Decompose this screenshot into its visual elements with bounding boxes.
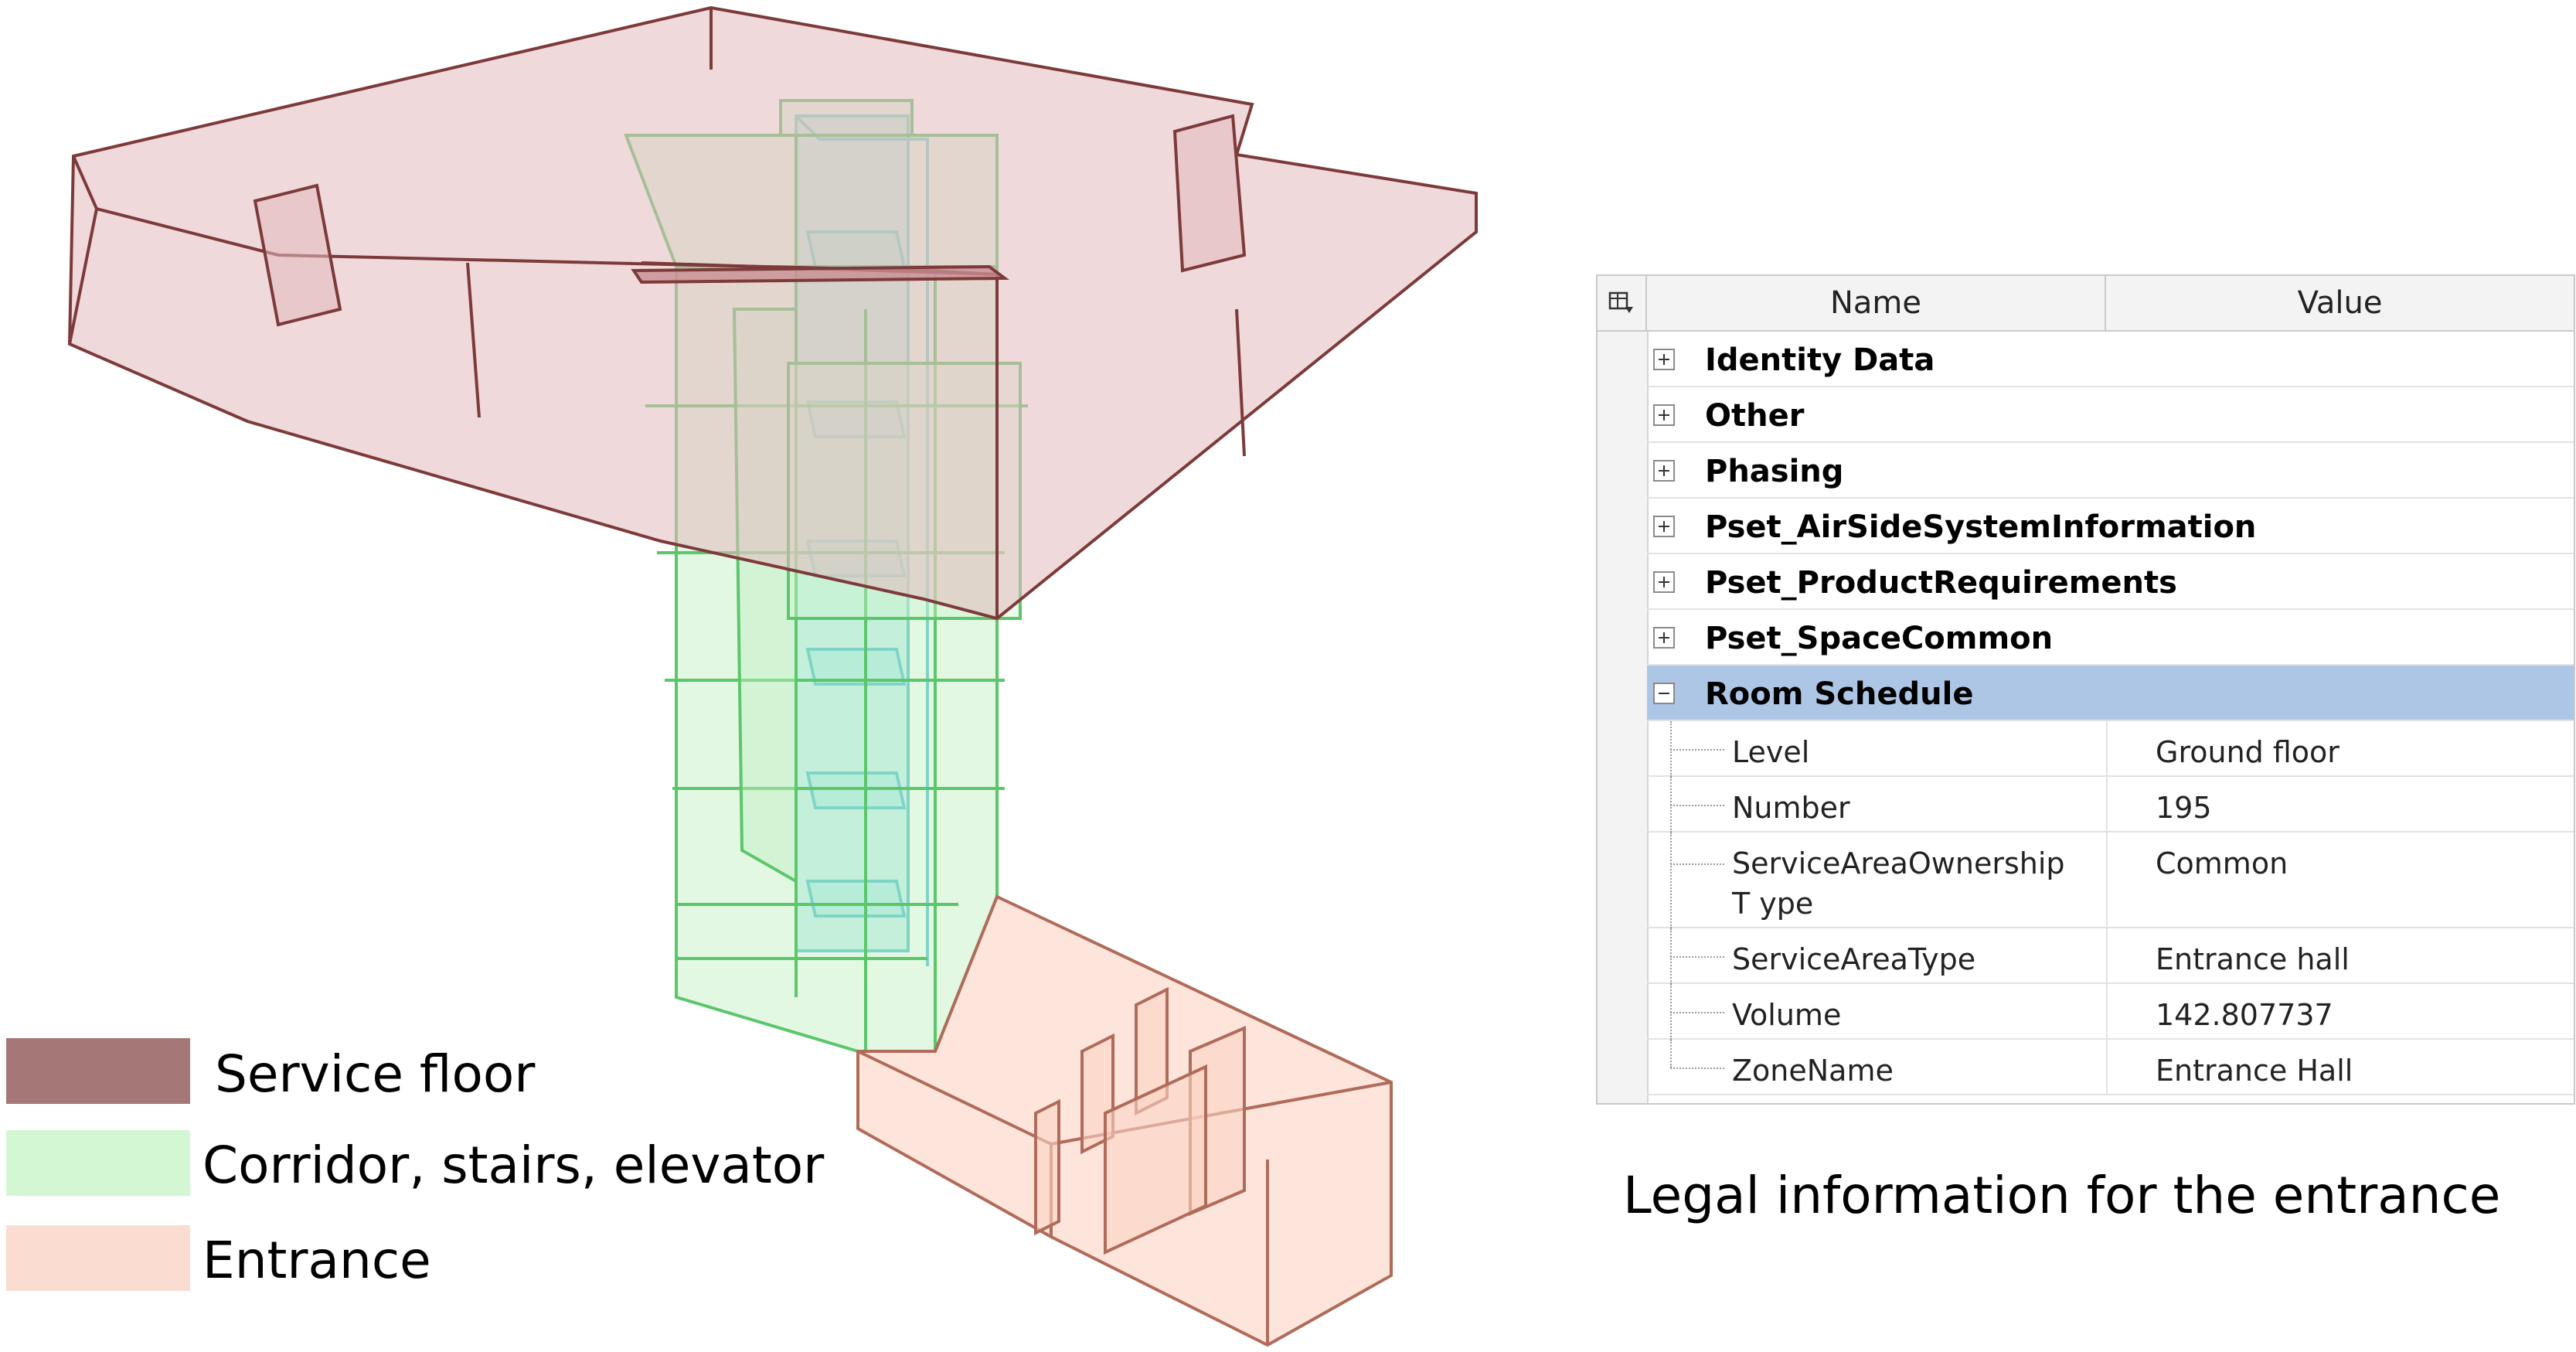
row-gutter [1598,332,1649,1103]
group-row-pset-spacecommon[interactable]: Pset_SpaceCommon [1647,610,2574,666]
property-name: ServiceAreaOwnershipT ype [1732,846,2065,921]
collapse-minus-icon[interactable] [1653,683,1675,704]
expand-plus-icon[interactable] [1653,571,1675,593]
property-name: ServiceAreaType [1732,942,1976,976]
property-row-service-area-type[interactable]: ServiceAreaType Entrance hall [1647,928,2574,984]
property-row-level[interactable]: Level Ground floor [1647,721,2574,777]
property-row-ownership-type[interactable]: ServiceAreaOwnershipT ype Common [1647,833,2574,928]
group-row-room-schedule[interactable]: Room Schedule [1647,666,2574,721]
expand-plus-icon[interactable] [1653,460,1675,482]
expand-plus-icon[interactable] [1653,627,1675,649]
legend-swatch-entrance [6,1225,190,1291]
property-value[interactable]: Entrance hall [2156,942,2350,976]
legend-label-entrance: Entrance [202,1231,431,1290]
building-3d-model [67,5,1478,1347]
property-value[interactable]: Entrance Hall [2156,1054,2353,1088]
panel-caption: Legal information for the entrance [1623,1166,2501,1225]
sort-grid-icon [1608,291,1633,313]
expand-plus-icon[interactable] [1653,404,1675,426]
group-row-pset-airside[interactable]: Pset_AirSideSystemInformation [1647,499,2574,554]
property-value[interactable]: 195 [2156,791,2212,825]
legend-label-corridor: Corridor, stairs, elevator [202,1136,825,1195]
property-value[interactable]: Ground floor [2156,735,2339,769]
property-name: Number [1732,791,1850,825]
property-row-zone-name[interactable]: ZoneName Entrance Hall [1647,1040,2574,1095]
legend-label-service-floor: Service floor [215,1044,536,1104]
entrance [856,894,1393,1347]
property-value[interactable]: 142.807737 [2156,998,2333,1032]
service-floor [67,5,1478,621]
group-row-identity-data[interactable]: Identity Data [1647,332,2574,387]
expand-plus-icon[interactable] [1653,516,1675,537]
property-row-number[interactable]: Number 195 [1647,777,2574,833]
property-value[interactable]: Common [2156,846,2288,880]
property-row-volume[interactable]: Volume 142.807737 [1647,984,2574,1040]
legend-swatch-corridor [6,1130,190,1196]
panel-corner-button[interactable] [1598,276,1647,332]
expand-plus-icon[interactable] [1653,349,1675,370]
property-name: Volume [1732,998,1842,1032]
column-header-value[interactable]: Value [2106,276,2574,332]
property-name: ZoneName [1732,1054,1894,1088]
legend-swatch-service-floor [6,1038,190,1104]
properties-panel: Name Value Identity Data Other Phasing P… [1596,274,2575,1105]
group-row-other[interactable]: Other [1647,387,2574,443]
group-row-pset-product[interactable]: Pset_ProductRequirements [1647,554,2574,610]
column-header-name[interactable]: Name [1647,276,2106,332]
property-name: Level [1732,735,1810,769]
group-row-phasing[interactable]: Phasing [1647,443,2574,499]
